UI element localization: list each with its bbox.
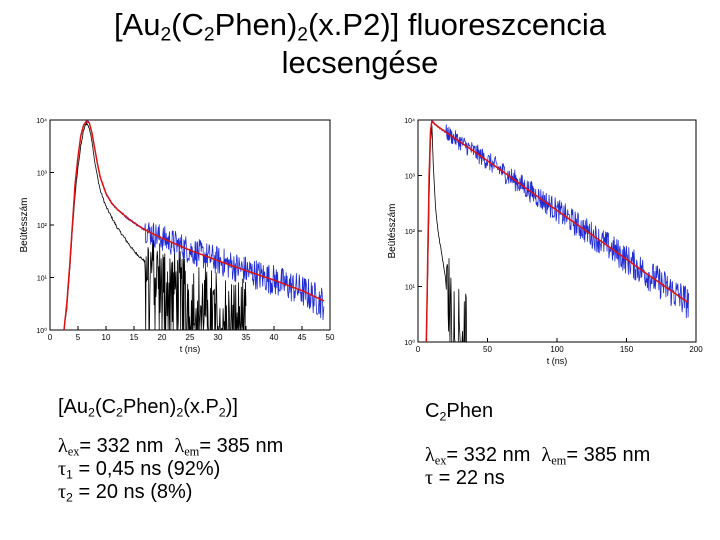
right-compound-label: C2Phen <box>425 400 494 424</box>
x-tick-label: 50 <box>326 333 335 342</box>
y-tick-label: 10¹ <box>405 285 416 292</box>
y-tick-label: 10⁴ <box>36 118 47 125</box>
series-irf-line <box>63 122 247 331</box>
x-tick-label: 150 <box>620 345 634 354</box>
y-axis-label: Beütésszám <box>19 197 30 252</box>
x-tick-label: 50 <box>483 345 492 354</box>
x-axis-label: t (ns) <box>180 344 201 354</box>
x-tick-label: 100 <box>550 345 564 354</box>
x-tick-label: 200 <box>689 345 703 354</box>
x-tick-label: 0 <box>48 333 53 342</box>
y-tick-label: 10⁴ <box>404 118 415 125</box>
series-irf-line <box>425 125 467 343</box>
x-tick-label: 15 <box>130 333 139 342</box>
right-tau: τ = 22 ns <box>425 467 505 489</box>
y-tick-label: 10⁰ <box>36 327 47 335</box>
x-tick-label: 35 <box>242 333 251 342</box>
left-decay-chart: 10⁰ 10¹ 10² 10³ 10⁴ 0 5 10 15 20 25 30 35 40 45 50 t (ns… <box>19 118 335 354</box>
left-wavelengths: λex= 332 nm λem= 385 nm <box>58 435 284 459</box>
x-tick-label: 30 <box>214 333 223 342</box>
x-tick-label: 45 <box>298 333 307 342</box>
x-axis-label: t (ns) <box>547 356 568 366</box>
y-tick-label: 10² <box>37 223 48 230</box>
series-fit-line <box>425 120 689 343</box>
y-tick-label: 10⁰ <box>404 339 415 347</box>
plot-frame <box>417 119 697 343</box>
right-wavelengths: λex= 332 nm λem= 385 nm <box>425 444 651 468</box>
x-tick-label: 0 <box>416 345 421 354</box>
y-tick-label: 10² <box>405 229 416 236</box>
left-parameters: λex= 332 nm λem= 385 nm τ1 = 0,45 ns (92… <box>58 435 283 504</box>
right-parameters: λex= 332 nm λem= 385 nm τ = 22 ns <box>425 444 650 490</box>
title-line-1: [Au2(C2Phen)2(x.P2)] fluoreszcencia <box>113 7 607 46</box>
series-data-line <box>425 120 689 343</box>
right-decay-chart: 10⁰ 10¹ 10² 10³ 10⁴ 0 50 100 150 200 t (ns) Beütéss… <box>387 118 703 366</box>
title-line-2: lecsengése <box>281 45 439 80</box>
left-tau2: τ2 = 20 ns (8%) <box>58 481 193 505</box>
x-tick-label: 40 <box>270 333 279 342</box>
y-tick-label: 10¹ <box>37 276 48 283</box>
x-tick-label: 5 <box>76 333 81 342</box>
y-tick-label: 10³ <box>37 171 48 178</box>
x-tick-label: 20 <box>158 333 167 342</box>
x-tick-label: 25 <box>186 333 195 342</box>
left-tau1: τ1 = 0,45 ns (92%) <box>58 458 221 482</box>
plot-frame <box>49 119 331 331</box>
y-axis-label: Beütésszám <box>387 203 398 258</box>
page-title: [Au2(C2Phen)2(x.P2)] fluoreszcencia lecs… <box>0 6 720 82</box>
x-tick-label: 10 <box>102 333 111 342</box>
series-fit-line <box>63 120 325 331</box>
left-compound-label: [Au2(C2Phen)2(x.P2)] <box>58 396 238 420</box>
y-tick-label: 10³ <box>405 174 416 181</box>
